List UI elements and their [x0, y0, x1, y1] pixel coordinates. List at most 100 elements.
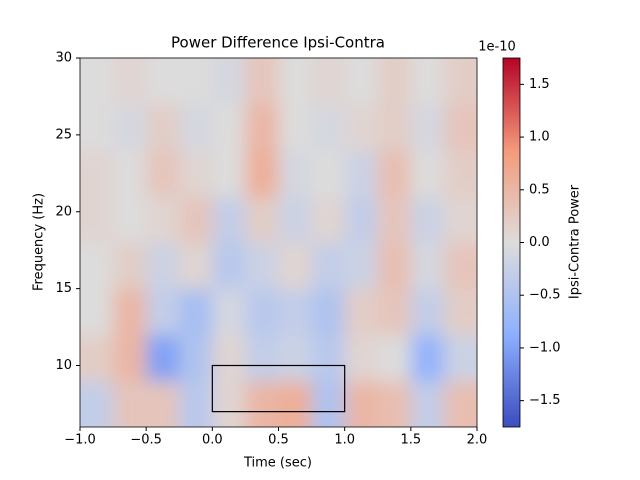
heatmap-cell	[245, 288, 279, 336]
heatmap-cell	[344, 58, 379, 105]
heatmap-cell	[80, 288, 114, 336]
heatmap-cell	[377, 104, 412, 151]
heatmap-cell	[80, 380, 114, 427]
heatmap-cell	[311, 242, 346, 290]
heatmap-cell	[80, 334, 114, 382]
heatmap-cell	[146, 104, 180, 151]
heatmap-cell	[179, 242, 213, 290]
heatmap-cell	[443, 288, 477, 336]
heatmap-cell	[146, 334, 180, 382]
heatmap-cell	[410, 288, 445, 336]
x-tick-label: 0.5	[268, 433, 289, 448]
heatmap-cell	[113, 288, 147, 336]
heatmap-cell	[146, 380, 180, 427]
x-tick-label: −0.5	[130, 433, 162, 448]
roi-box	[211, 364, 346, 413]
heatmap-cell	[377, 242, 412, 290]
heatmap-cell	[443, 380, 477, 427]
heatmap-cell	[212, 334, 246, 382]
heatmap-cell	[179, 104, 213, 151]
colorbar-tick-label: 1.5	[529, 77, 550, 92]
heatmap-cell	[410, 150, 445, 197]
x-tick-label: −1.0	[64, 433, 96, 448]
heatmap-cell	[113, 58, 147, 105]
heatmap-cell	[377, 150, 412, 197]
colorbar-tick-label: 0.5	[529, 182, 550, 197]
y-tick-label: 10	[55, 358, 72, 373]
heatmap-cell	[212, 104, 246, 151]
heatmap-cell	[146, 150, 180, 197]
heatmap-cell	[113, 380, 147, 427]
heatmap-cell	[80, 242, 114, 290]
heatmap-cell	[278, 196, 313, 243]
heatmap-cell	[443, 196, 477, 243]
heatmap-cell	[245, 196, 279, 243]
heatmap-cell	[179, 334, 213, 382]
heatmap-cell	[212, 58, 246, 105]
heatmap-cell	[80, 196, 114, 243]
y-axis-label: Frequency (Hz)	[32, 193, 47, 291]
y-tick-label: 15	[55, 281, 72, 296]
heatmap-cell	[179, 196, 213, 243]
colorbar-tick-label: −0.5	[529, 288, 561, 303]
heatmap-cell	[344, 150, 379, 197]
heatmap-cell	[179, 288, 213, 336]
heatmap-cell	[410, 242, 445, 290]
colorbar-tick-label: 1.0	[529, 130, 550, 145]
heatmap-cell	[245, 150, 279, 197]
heatmap-cell	[278, 150, 313, 197]
heatmap-cell	[80, 150, 114, 197]
heatmap-cell	[377, 58, 412, 105]
heatmap-cell	[311, 334, 346, 382]
heatmap-cell	[113, 334, 147, 382]
x-tick-label: 0.0	[202, 433, 223, 448]
x-tick-label: 1.5	[400, 433, 421, 448]
heatmap-cell	[443, 242, 477, 290]
heatmap-cell	[344, 196, 379, 243]
heatmap-cell	[311, 380, 346, 427]
heatmap-cell	[311, 196, 346, 243]
colorbar-label: Ipsi-Contra Power	[568, 184, 583, 299]
heatmap-cell	[311, 150, 346, 197]
heatmap-cell	[245, 58, 279, 105]
heatmap-cell	[377, 380, 412, 427]
x-tick-label: 2.0	[467, 433, 488, 448]
heatmap-cell	[377, 196, 412, 243]
heatmap-cell	[146, 288, 180, 336]
heatmap-cell	[278, 104, 313, 151]
heatmap-cell	[443, 104, 477, 151]
heatmap-cell	[212, 380, 246, 427]
heatmap-cell	[377, 288, 412, 336]
colorbar-tick-label: −1.0	[529, 340, 561, 355]
heatmap-cell	[212, 288, 246, 336]
heatmap-cell	[146, 196, 180, 243]
heatmap-cell	[80, 58, 114, 105]
colorbar	[502, 57, 521, 428]
heatmap-cell	[311, 288, 346, 336]
heatmap-cell	[278, 242, 313, 290]
heatmap-cell	[212, 150, 246, 197]
heatmap-cell	[311, 104, 346, 151]
heatmap-cell	[278, 334, 313, 382]
heatmap-cell	[146, 242, 180, 290]
heatmap-cell	[113, 242, 147, 290]
heatmap-cell	[245, 334, 279, 382]
heatmap-cell	[410, 196, 445, 243]
heatmap-cell	[146, 58, 180, 105]
heatmap-cell	[377, 334, 412, 382]
heatmap-cell	[278, 288, 313, 336]
foreground: −1.0 −0.5 0.0 0.5 1.0 1.5 2.0 10 15 20 25 30 −1.5 −1.…	[55, 51, 560, 448]
heatmap-cell	[410, 104, 445, 151]
colorbar-offset: 1e-10	[478, 40, 516, 55]
heatmap-cell	[245, 104, 279, 151]
heatmap-cell	[278, 58, 313, 105]
heatmap-cell	[179, 150, 213, 197]
heatmap-cell	[80, 104, 114, 151]
heatmap-cell	[344, 104, 379, 151]
heatmap-cell	[179, 380, 213, 427]
x-tick-label: 1.0	[334, 433, 355, 448]
heatmap-cell	[443, 58, 477, 105]
heatmap-cell	[344, 242, 379, 290]
heatmap-cell	[278, 380, 313, 427]
